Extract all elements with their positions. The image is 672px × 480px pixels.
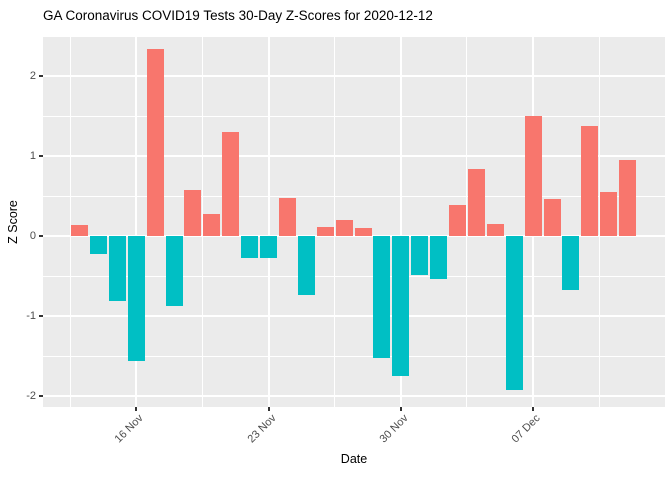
bar-2020-12-08 bbox=[543, 199, 561, 236]
y-tick-label: 1 bbox=[29, 149, 36, 162]
bar-2020-11-27 bbox=[335, 220, 353, 236]
y-tick-label: -2 bbox=[26, 389, 36, 402]
bar-2020-11-17 bbox=[146, 48, 164, 236]
bar-2020-12-01 bbox=[411, 236, 429, 276]
chart-panel bbox=[43, 37, 665, 407]
y-tick-mark bbox=[39, 395, 43, 397]
gridline-h-minor bbox=[43, 115, 665, 117]
bar-2020-11-23 bbox=[260, 236, 278, 259]
gridline-h-minor bbox=[43, 355, 665, 357]
bar-2020-11-18 bbox=[165, 236, 183, 307]
gridline-v-minor bbox=[466, 37, 468, 407]
y-axis-title-wrap: Z Score bbox=[0, 37, 26, 407]
y-tick-mark bbox=[39, 235, 43, 237]
x-tick-label: 23 Nov bbox=[245, 412, 279, 446]
gridline-h-major bbox=[43, 155, 665, 157]
y-tick-mark bbox=[39, 315, 43, 317]
gridline-v-minor bbox=[334, 37, 336, 407]
bar-2020-12-12 bbox=[619, 160, 637, 236]
y-tick-mark bbox=[39, 155, 43, 157]
y-tick-label: 0 bbox=[29, 229, 36, 242]
bar-2020-11-19 bbox=[184, 190, 202, 236]
gridline-v-minor bbox=[201, 37, 203, 407]
gridline-h-major bbox=[43, 315, 665, 317]
gridline-v-major bbox=[267, 37, 270, 407]
gridline-h-major bbox=[43, 235, 665, 237]
x-tick-mark bbox=[135, 407, 138, 411]
x-axis-title: Date bbox=[340, 452, 368, 466]
bar-2020-11-30 bbox=[392, 236, 410, 376]
bar-2020-12-03 bbox=[449, 204, 467, 236]
bar-2020-12-05 bbox=[486, 224, 504, 236]
bar-2020-11-29 bbox=[373, 236, 391, 359]
bar-2020-12-06 bbox=[505, 236, 523, 390]
gridline-v-major bbox=[135, 37, 138, 407]
bar-2020-12-10 bbox=[581, 126, 599, 236]
x-tick-label: 16 Nov bbox=[112, 412, 147, 446]
bar-2020-11-16 bbox=[127, 236, 145, 361]
x-tick-label: 07 Dec bbox=[509, 412, 543, 446]
chart-title: GA Coronavirus COVID19 Tests 30-Day Z-Sc… bbox=[43, 8, 433, 23]
bar-2020-11-15 bbox=[108, 236, 126, 301]
y-tick-label: -1 bbox=[26, 309, 36, 322]
gridline-h-minor bbox=[43, 195, 665, 197]
y-tick-mark bbox=[39, 75, 43, 77]
bar-2020-11-22 bbox=[241, 236, 259, 259]
bar-2020-11-25 bbox=[297, 236, 315, 296]
bar-2020-12-11 bbox=[600, 192, 618, 236]
bar-2020-11-26 bbox=[316, 227, 334, 236]
gridline-h-major bbox=[43, 75, 665, 77]
gridline-v-minor bbox=[69, 37, 71, 407]
bar-2020-11-21 bbox=[222, 132, 240, 236]
x-tick-label: 30 Nov bbox=[377, 412, 411, 446]
bar-2020-11-13 bbox=[71, 224, 89, 236]
bar-2020-11-20 bbox=[203, 213, 221, 236]
gridline-v-major bbox=[399, 37, 402, 407]
x-tick-mark bbox=[399, 407, 402, 411]
bar-2020-12-04 bbox=[467, 168, 485, 236]
gridline-v-minor bbox=[598, 37, 600, 407]
bar-2020-12-09 bbox=[562, 236, 580, 290]
bar-2020-12-02 bbox=[430, 236, 448, 280]
bar-2020-11-14 bbox=[89, 236, 107, 255]
bar-2020-12-07 bbox=[524, 116, 542, 236]
x-tick-mark bbox=[532, 407, 535, 411]
x-tick-mark bbox=[267, 407, 270, 411]
gridline-h-minor bbox=[43, 275, 665, 277]
y-tick-label: 2 bbox=[29, 69, 36, 82]
bar-2020-11-28 bbox=[354, 228, 372, 236]
gridline-h-major bbox=[43, 395, 665, 397]
bar-2020-11-24 bbox=[278, 198, 296, 236]
